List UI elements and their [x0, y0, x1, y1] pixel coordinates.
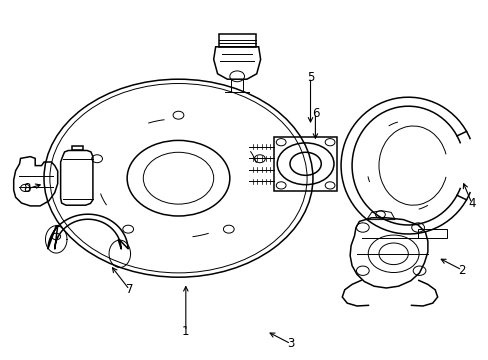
Text: 7: 7 [125, 283, 133, 296]
Text: 3: 3 [286, 337, 294, 350]
Text: 5: 5 [306, 71, 314, 84]
Text: 6: 6 [311, 107, 319, 120]
Text: 2: 2 [457, 264, 465, 276]
Text: 8: 8 [23, 183, 31, 195]
Text: 1: 1 [182, 325, 189, 338]
Text: 4: 4 [467, 197, 475, 210]
